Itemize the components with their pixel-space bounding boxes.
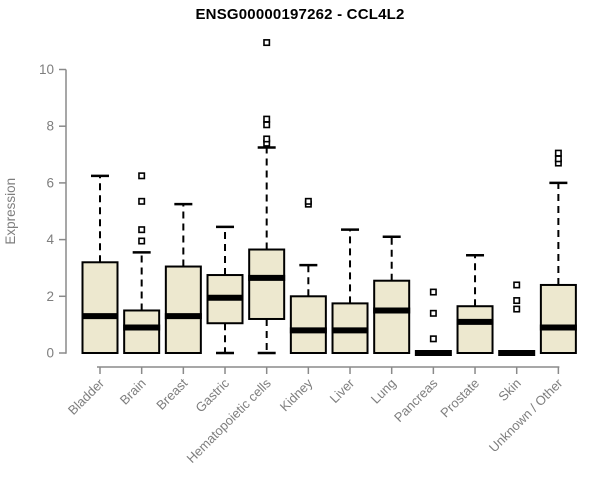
boxplot-bladder — [81, 174, 119, 354]
outlier-point — [429, 335, 437, 343]
boxplot-unknown-other — [539, 149, 577, 354]
x-tick-label-liver: Liver — [327, 375, 358, 406]
iqr-box — [248, 248, 286, 320]
x-tick-label-skin: Skin — [495, 376, 523, 404]
iqr-box — [456, 305, 494, 355]
outlier-point — [554, 155, 562, 163]
boxplot-lung — [373, 235, 411, 354]
outlier-point — [263, 121, 271, 129]
outlier-point — [554, 149, 562, 157]
outlier-point — [138, 197, 146, 205]
x-tick-label-pancreas: Pancreas — [391, 375, 441, 425]
outlier-point — [263, 39, 271, 47]
y-axis-title: Expression — [3, 178, 18, 245]
iqr-box — [539, 283, 577, 354]
x-tick-label-bladder: Bladder — [65, 375, 108, 418]
chart-title: ENSG00000197262 - CCL4L2 — [195, 6, 405, 23]
outlier-point — [513, 297, 521, 305]
x-tick-label-unknown-other: Unknown / Other — [486, 375, 566, 455]
iqr-box — [373, 279, 411, 354]
boxplot-skin — [498, 281, 536, 356]
x-tick-label-gastric: Gastric — [192, 375, 232, 415]
boxplot-hematopoietic-cells — [248, 39, 286, 355]
outlier-point — [513, 281, 521, 289]
outlier-point — [304, 197, 312, 205]
x-tick-label-kidney: Kidney — [277, 375, 316, 414]
outlier-point — [263, 135, 271, 143]
outlier-point — [263, 115, 271, 123]
y-tick-label: 2 — [46, 289, 54, 304]
iqr-box — [164, 265, 202, 354]
boxplot-prostate — [456, 253, 494, 355]
outlier-point — [138, 237, 146, 245]
y-tick-label: 4 — [46, 232, 54, 247]
boxplot-kidney — [289, 197, 327, 354]
iqr-box — [289, 295, 327, 354]
x-tick-label-brain: Brain — [117, 376, 149, 408]
outlier-point — [429, 288, 437, 296]
boxplot-pancreas — [414, 288, 452, 356]
y-tick-label: 0 — [46, 346, 54, 361]
outlier-point — [513, 305, 521, 313]
y-tick-label: 6 — [46, 175, 54, 190]
x-tick-label-breast: Breast — [153, 375, 190, 412]
y-tick-label: 8 — [46, 119, 54, 134]
boxplot-brain — [123, 172, 161, 355]
boxplot-breast — [164, 202, 202, 354]
x-tick-label-prostate: Prostate — [437, 376, 482, 421]
boxplot-gastric — [206, 225, 244, 355]
x-tick-label-lung: Lung — [368, 376, 399, 407]
outlier-point — [429, 309, 437, 317]
iqr-box — [81, 261, 119, 354]
outlier-point — [138, 226, 146, 234]
iqr-box — [123, 309, 161, 355]
y-tick-label: 10 — [39, 62, 54, 77]
boxplot-liver — [331, 228, 369, 355]
outlier-point — [138, 172, 146, 180]
y-axis: 0 2 4 6 8 10 Expression — [3, 62, 67, 361]
